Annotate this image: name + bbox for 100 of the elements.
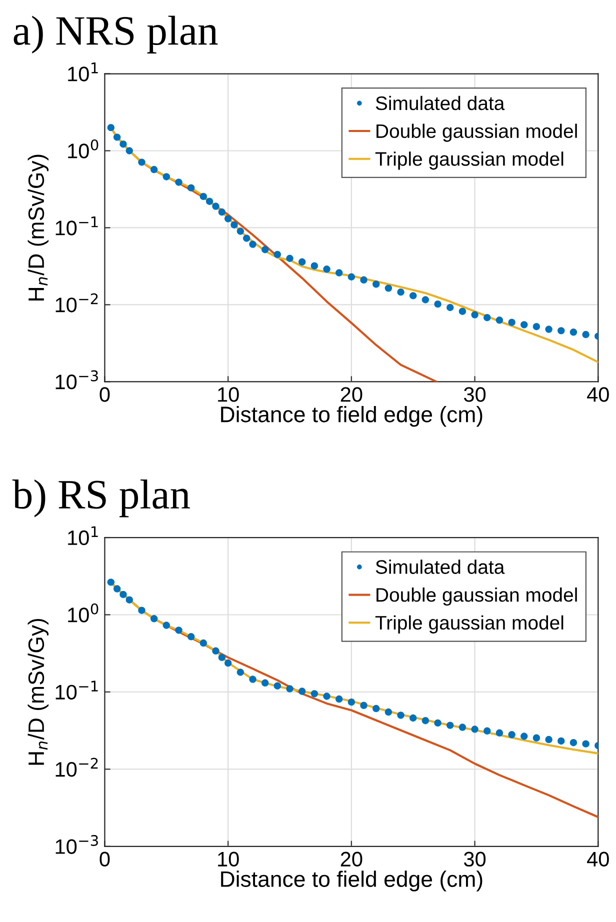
point	[126, 147, 134, 154]
point	[261, 246, 269, 254]
point	[230, 221, 238, 228]
point	[520, 321, 528, 328]
point	[261, 679, 269, 687]
y-tick-label: 10$^{−2}$	[56, 293, 98, 312]
point	[570, 328, 578, 336]
point	[310, 690, 318, 698]
point	[175, 178, 182, 186]
point	[558, 737, 565, 745]
y-tick-label: 10$^{−2}$	[56, 758, 98, 777]
point	[274, 250, 282, 258]
x-tick-label: 10	[218, 852, 239, 867]
point	[409, 714, 417, 722]
point	[458, 724, 466, 731]
point	[298, 688, 306, 695]
y-tick-label: 10$^{1}$	[68, 526, 98, 546]
x-tick-label: 0	[100, 387, 110, 402]
y-tick-label: 10$^{−3}$	[56, 370, 98, 390]
point	[120, 590, 127, 598]
point	[298, 258, 306, 266]
x-tick-label: 0	[100, 852, 110, 867]
point	[212, 647, 220, 655]
point	[545, 736, 552, 744]
point	[570, 738, 578, 746]
point	[446, 722, 454, 729]
point	[323, 266, 330, 273]
point	[496, 729, 504, 737]
point	[200, 192, 208, 200]
point	[434, 300, 442, 308]
chart-title: b) RS plan	[12, 479, 190, 518]
legend-label: Double gaussian model	[376, 124, 577, 142]
point	[434, 719, 442, 727]
point	[138, 158, 146, 166]
point	[360, 702, 368, 710]
point	[107, 578, 114, 586]
y-axis-title: H$_{n}$/D (mSv/Gy)	[28, 154, 49, 300]
point	[582, 740, 590, 748]
point	[532, 734, 540, 742]
point	[175, 626, 182, 634]
point	[471, 726, 478, 733]
legend-label: Double gaussian model	[376, 588, 577, 606]
point	[236, 668, 244, 676]
point	[286, 254, 294, 262]
point	[274, 682, 282, 690]
y-tick-label: 10$^{−1}$	[56, 680, 98, 700]
point	[484, 727, 491, 735]
point	[508, 318, 516, 326]
point	[113, 134, 121, 141]
point	[126, 596, 134, 604]
x-axis-title: Distance to field edge (cm)	[221, 870, 482, 892]
point	[422, 716, 430, 724]
point	[372, 280, 380, 288]
y-axis-title: H$_{n}$/D (mSv/Gy)	[28, 618, 49, 765]
y-tick-label: 10$^{1}$	[68, 62, 98, 82]
point	[150, 166, 158, 174]
point	[532, 322, 540, 330]
point	[242, 234, 250, 242]
point	[113, 585, 121, 592]
point	[582, 330, 590, 338]
point	[335, 269, 343, 276]
point	[310, 262, 318, 270]
point	[107, 124, 114, 132]
x-tick-label: 40	[587, 852, 609, 867]
point	[384, 284, 392, 292]
y-tick-label: 10$^{0}$	[68, 139, 98, 158]
point	[150, 615, 158, 622]
x-axis-title: Distance to field edge (cm)	[221, 406, 482, 427]
point	[471, 311, 478, 318]
point	[249, 240, 256, 248]
point	[384, 708, 392, 716]
legend-label: Triple gaussian model	[375, 152, 564, 170]
point	[120, 140, 127, 148]
point	[558, 327, 565, 334]
point	[422, 296, 430, 304]
x-tick-label: 40	[587, 387, 609, 402]
point	[446, 304, 454, 312]
chart-title: a) NRS plan	[14, 16, 218, 54]
point	[187, 184, 195, 192]
point	[484, 314, 491, 322]
x-tick-label: 20	[340, 852, 362, 867]
point	[286, 685, 294, 692]
point	[409, 292, 417, 300]
point	[212, 202, 220, 210]
point	[397, 712, 404, 719]
point	[162, 173, 170, 180]
point	[162, 622, 170, 629]
legend-label: Simulated data	[376, 96, 505, 110]
point	[218, 208, 226, 216]
point	[224, 659, 232, 667]
point	[372, 704, 380, 712]
x-tick-label: 20	[340, 387, 362, 402]
y-tick-label: 10$^{−1}$	[56, 216, 98, 236]
y-tick-label: 10$^{−3}$	[56, 834, 98, 854]
point	[224, 215, 232, 222]
point	[187, 633, 195, 640]
point	[206, 198, 214, 205]
legend-label: Triple gaussian model	[375, 615, 564, 634]
point	[335, 695, 343, 703]
point	[218, 654, 226, 662]
